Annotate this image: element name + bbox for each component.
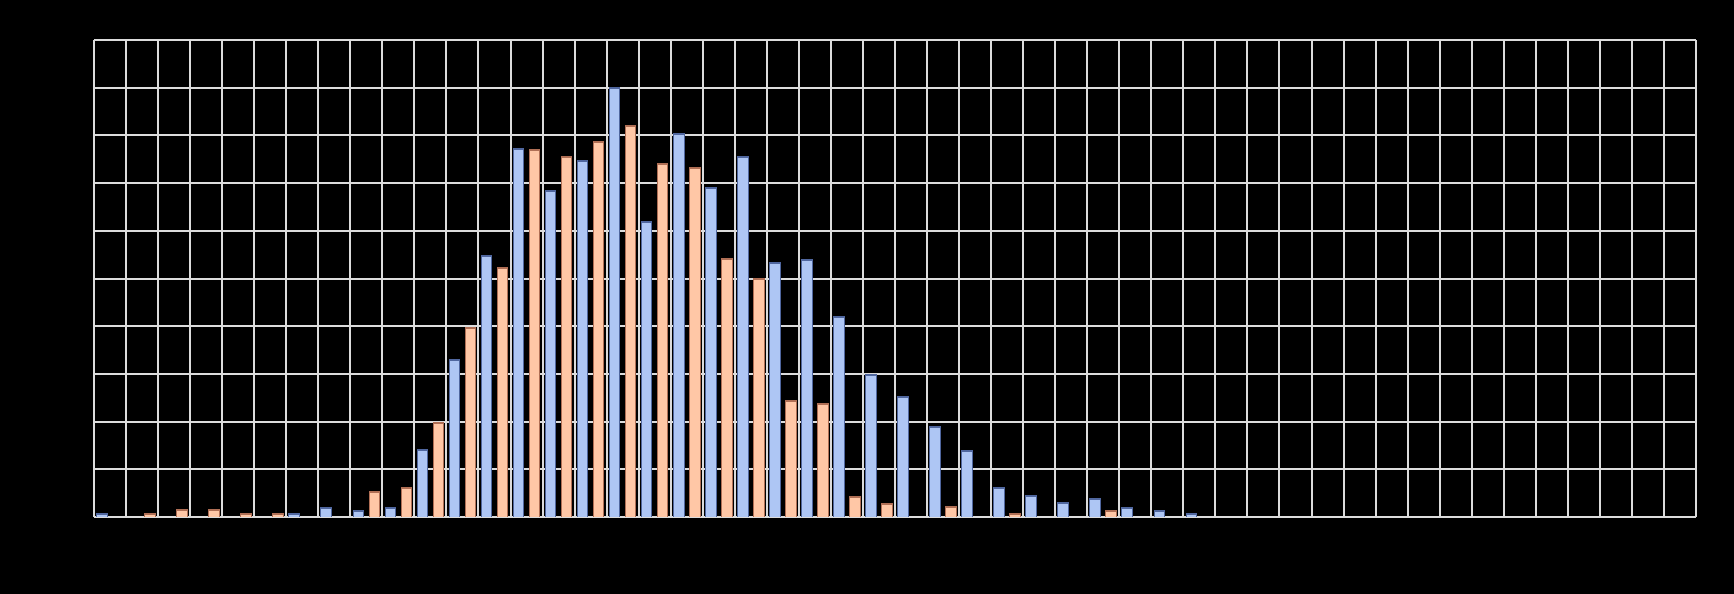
histogram-bar-orange	[368, 491, 381, 517]
histogram-bar-orange	[720, 258, 733, 517]
histogram-bar-blue	[865, 373, 877, 517]
plot-area	[93, 39, 1697, 518]
gridline-horizontal	[94, 229, 1696, 232]
histogram-bar-orange	[945, 506, 957, 517]
histogram-bar-blue	[1153, 510, 1166, 517]
histogram-bar-orange	[528, 148, 541, 517]
histogram-bar-orange	[272, 512, 284, 517]
histogram-bar-blue	[1185, 513, 1198, 517]
histogram-bar-blue	[480, 254, 493, 517]
histogram-bar-blue	[608, 86, 621, 517]
histogram-bar-blue	[1025, 494, 1037, 517]
histogram-bar-orange	[432, 421, 445, 517]
histogram-bar-blue	[961, 449, 973, 517]
histogram-bar-orange	[1105, 509, 1118, 517]
histogram-bar-orange	[656, 163, 669, 517]
gridline-horizontal	[94, 134, 1696, 137]
histogram-bar-blue	[993, 487, 1005, 517]
histogram-bar-blue	[737, 155, 749, 517]
histogram-bar-orange	[881, 503, 893, 517]
histogram-bar-orange	[400, 486, 413, 517]
histogram-bar-orange	[688, 166, 701, 517]
histogram-bar-orange	[592, 141, 605, 517]
histogram-bar-blue	[384, 506, 397, 517]
histogram-bar-orange	[1009, 513, 1021, 517]
gridline-horizontal	[94, 468, 1696, 471]
histogram-bar-orange	[560, 155, 573, 517]
histogram-bar-blue	[576, 160, 589, 517]
histogram-bar-orange	[464, 327, 477, 517]
histogram-bar-orange	[240, 512, 252, 517]
gridline-horizontal	[94, 86, 1696, 89]
histogram-bar-blue	[448, 358, 461, 517]
histogram-bar-blue	[288, 513, 301, 517]
histogram-bar-blue	[929, 426, 941, 517]
histogram-bar-blue	[96, 513, 108, 517]
histogram-bar-blue	[704, 186, 717, 517]
histogram-bar-blue	[640, 220, 653, 517]
gridline-horizontal	[94, 39, 1696, 41]
histogram-bar-blue	[769, 262, 781, 517]
histogram-bar-blue	[416, 449, 429, 517]
histogram-bar-blue	[544, 189, 557, 517]
histogram-bar-blue	[897, 396, 909, 517]
gridline-vertical	[1695, 40, 1697, 517]
gridline-horizontal	[94, 277, 1696, 280]
gridline-horizontal	[94, 182, 1696, 185]
histogram-bar-blue	[1057, 502, 1069, 517]
histogram-bar-orange	[496, 266, 509, 517]
histogram-bar-blue	[1121, 506, 1134, 517]
gridline-horizontal	[94, 516, 1696, 518]
histogram-bar-blue	[801, 259, 813, 517]
histogram-bar-orange	[849, 495, 861, 517]
histogram-bar-blue	[352, 509, 365, 517]
histogram-bar-orange	[624, 125, 637, 517]
histogram-bar-orange	[208, 508, 220, 517]
histogram-bar-blue	[833, 315, 845, 517]
histogram-bar-orange	[176, 509, 188, 517]
histogram-bar-blue	[672, 133, 685, 517]
histogram-bar-orange	[144, 512, 156, 517]
histogram-bar-orange	[753, 277, 765, 517]
histogram-bar-orange	[785, 399, 797, 517]
gridline-horizontal	[94, 420, 1696, 423]
histogram-bar-blue	[1089, 498, 1102, 517]
histogram-bar-orange	[817, 403, 829, 517]
histogram-bar-blue	[512, 148, 525, 517]
gridline-horizontal	[94, 372, 1696, 375]
gridline-horizontal	[94, 325, 1696, 328]
histogram-bar-blue	[320, 506, 333, 517]
